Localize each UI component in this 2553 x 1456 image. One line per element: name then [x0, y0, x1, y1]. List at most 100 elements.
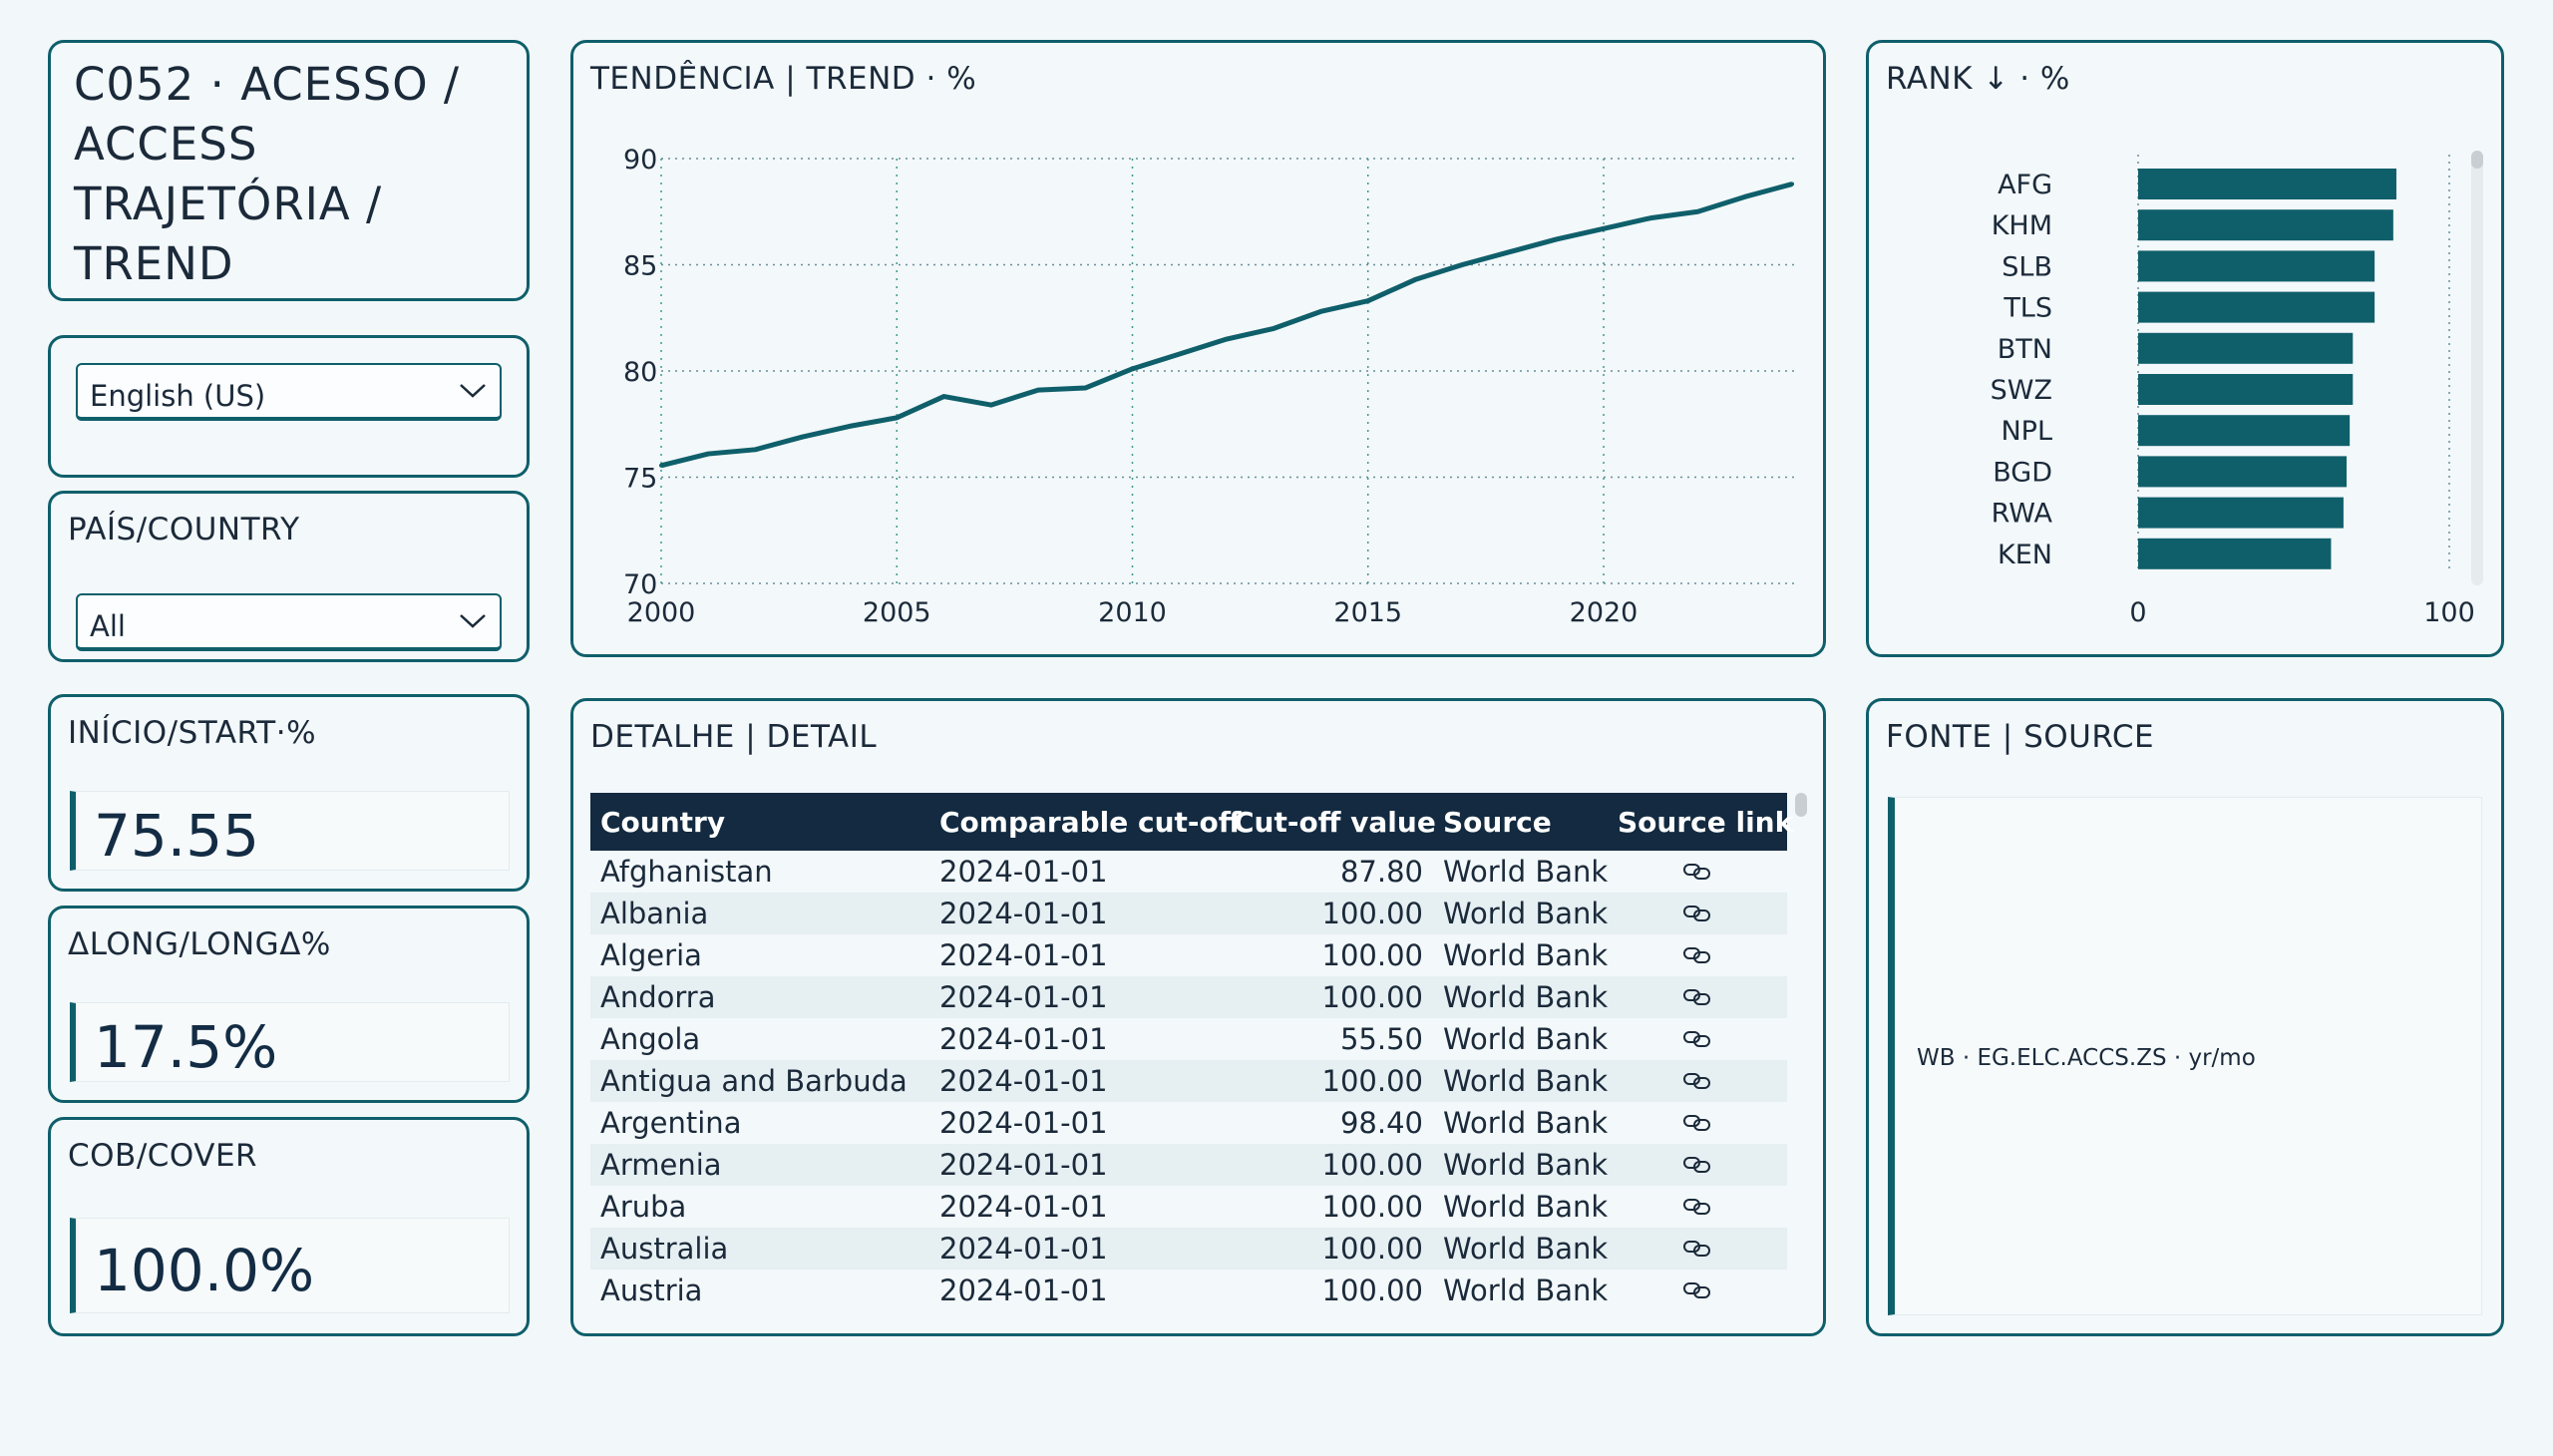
trend-point[interactable] [1036, 388, 1040, 393]
cell-source: World Bank [1443, 1274, 1609, 1307]
link-icon[interactable] [1682, 1155, 1712, 1175]
table-row[interactable]: Andorra 2024-01-01 100.00 World Bank [590, 976, 1787, 1018]
link-icon[interactable] [1682, 1113, 1712, 1133]
link-icon[interactable] [1682, 904, 1712, 923]
cell-value: 100.00 [1224, 976, 1433, 1018]
rank-bar[interactable] [2138, 291, 2375, 323]
trend-point[interactable] [1272, 326, 1276, 331]
trend-point[interactable] [1083, 386, 1088, 391]
cell-source: World Bank [1433, 1228, 1608, 1270]
trend-point[interactable] [1460, 262, 1465, 267]
cell-cutoff: 2024-01-01 [939, 1274, 1108, 1307]
trend-point[interactable] [1177, 351, 1182, 356]
rank-bar[interactable] [2138, 538, 2332, 569]
trend-point[interactable] [1742, 194, 1747, 199]
column-header-source[interactable]: Source [1433, 793, 1608, 851]
source-link-cell [1608, 1018, 1787, 1060]
trend-point[interactable] [659, 463, 663, 468]
table-row[interactable]: Algeria 2024-01-01 100.00 World Bank [590, 934, 1787, 976]
rank-scrollbar-thumb[interactable] [2471, 151, 2483, 169]
trend-point[interactable] [1413, 277, 1417, 282]
table-row[interactable]: Australia 2024-01-01 100.00 World Bank [590, 1228, 1787, 1270]
cell-source: World Bank [1433, 1060, 1608, 1102]
trend-point[interactable] [1554, 236, 1559, 241]
table-scrollbar-thumb[interactable] [1795, 793, 1807, 817]
link-icon[interactable] [1682, 862, 1712, 882]
column-header-country[interactable]: Country [590, 793, 929, 851]
table-row[interactable]: Antigua and Barbuda 2024-01-01 100.00 World… [590, 1060, 1787, 1102]
country-dropdown[interactable]: All [76, 593, 502, 651]
rank-scrollbar-track[interactable] [2471, 151, 2483, 585]
trend-chart[interactable]: 70 75 80 85 90 2000 2005 2010 2015 2020 [573, 43, 1823, 654]
column-header-cutoff[interactable]: Comparable cut-off [929, 793, 1241, 851]
table-row[interactable]: Angola 2024-01-01 55.50 World Bank [590, 1018, 1787, 1060]
kpi-start-value: 75.55 [94, 802, 260, 870]
trend-point[interactable] [1648, 215, 1653, 220]
trend-point[interactable] [1695, 209, 1700, 214]
cell-country: Angola [600, 1022, 701, 1056]
rank-bar[interactable] [2138, 209, 2393, 241]
trend-point[interactable] [988, 403, 993, 408]
trend-point[interactable] [1318, 309, 1323, 314]
kpi-cover-label: COB/COVER [68, 1138, 258, 1174]
y-tick-label: 90 [623, 145, 657, 176]
source-link-cell [1608, 1060, 1787, 1102]
rank-bar[interactable] [2138, 250, 2375, 282]
link-icon[interactable] [1682, 1239, 1712, 1259]
cell-country: Austria [600, 1274, 703, 1307]
table-row[interactable]: Argentina 2024-01-01 98.40 World Bank [590, 1102, 1787, 1144]
rank-bar[interactable] [2138, 456, 2348, 488]
language-dropdown[interactable]: English (US) [76, 363, 502, 421]
x-tick-label: 2005 [863, 597, 931, 628]
cell-value: 100.00 [1224, 1060, 1433, 1102]
source-title: FONTE | SOURCE [1886, 719, 2155, 755]
kpi-long-value: 17.5% [94, 1013, 278, 1081]
source-link-cell [1608, 1186, 1787, 1228]
trend-point[interactable] [1130, 366, 1135, 371]
link-icon[interactable] [1682, 945, 1712, 965]
country-filter-card: PAÍS/COUNTRY All [48, 491, 530, 662]
chevron-down-icon [460, 384, 486, 398]
y-tick-label: 85 [623, 251, 657, 282]
link-icon[interactable] [1682, 1071, 1712, 1091]
link-icon[interactable] [1682, 987, 1712, 1007]
rank-bar[interactable] [2138, 415, 2351, 447]
trend-point[interactable] [848, 424, 852, 429]
kpi-start-card: INÍCIO/START·% 75.55 [48, 694, 530, 892]
cell-cutoff: 2024-01-01 [939, 855, 1108, 889]
trend-point[interactable] [1790, 182, 1794, 186]
x-tick-label: 2020 [1570, 597, 1639, 628]
table-row[interactable]: Aruba 2024-01-01 100.00 World Bank [590, 1186, 1787, 1228]
trend-point[interactable] [753, 447, 758, 452]
cell-country: Armenia [590, 1144, 929, 1186]
bar-category-label: BTN [1998, 334, 2052, 365]
detail-title: DETALHE | DETAIL [590, 719, 878, 755]
link-icon[interactable] [1682, 1029, 1712, 1049]
trend-point[interactable] [1225, 337, 1229, 342]
rank-bar[interactable] [2138, 332, 2354, 364]
rank-chart[interactable]: AFG KHM SLB TLS BTN SWZ NPL BGD RWA KEN 0 100 [1869, 43, 2501, 654]
table-row[interactable]: Albania 2024-01-01 100.00 World Bank [590, 893, 1787, 934]
trend-point[interactable] [1365, 298, 1370, 303]
page-title: C052 · ACESSO / ACCESS TRAJETÓRIA / TREN… [74, 58, 461, 290]
rank-bar[interactable] [2138, 497, 2344, 529]
table-row[interactable]: Afghanistan 2024-01-01 87.80 World Bank [590, 851, 1787, 893]
trend-point[interactable] [895, 415, 900, 420]
rank-bar[interactable] [2138, 169, 2396, 199]
trend-point[interactable] [941, 394, 946, 399]
column-header-source-link[interactable]: Source link [1608, 793, 1793, 851]
table-row[interactable]: Armenia 2024-01-01 100.00 World Bank [590, 1144, 1787, 1186]
link-icon[interactable] [1682, 1280, 1712, 1300]
column-header-value[interactable]: Cut-off value [1224, 793, 1436, 851]
trend-point[interactable] [706, 452, 711, 457]
trend-point[interactable] [1507, 249, 1512, 254]
link-icon[interactable] [1682, 1197, 1712, 1217]
rank-bar[interactable] [2138, 374, 2354, 405]
y-tick-label: 70 [623, 569, 657, 600]
trend-point[interactable] [800, 435, 805, 440]
table-row[interactable]: Austria 2024-01-01 100.00 World Bank [590, 1270, 1787, 1311]
trend-point[interactable] [1602, 226, 1606, 231]
trend-series-line[interactable] [660, 182, 1793, 469]
trend-title: TENDÊNCIA | TREND · % [590, 61, 977, 97]
bar-category-label: BGD [1993, 457, 2052, 488]
